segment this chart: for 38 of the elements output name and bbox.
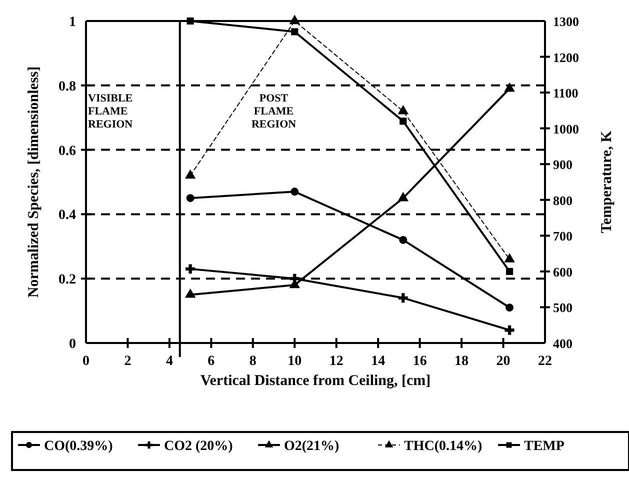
legend-label: O2(21%): [284, 439, 340, 454]
x-tick-label: 14: [371, 354, 386, 369]
y-tick-label: 0.6: [58, 144, 76, 159]
x-tick-label: 16: [412, 354, 427, 369]
y2-tick-label: 400: [553, 336, 572, 351]
x-tick-label: 4: [166, 354, 173, 369]
y2-axis-title: Temperature, K: [599, 130, 615, 234]
y-tick-label: 0: [69, 337, 76, 352]
annotation: POST FLAME REGION: [251, 92, 296, 130]
x-tick-label: 8: [249, 354, 256, 369]
x-tick-label: 20: [496, 354, 510, 369]
y2-tick-label: 1300: [553, 14, 579, 29]
x-tick-label: 22: [538, 354, 552, 369]
y2-tick-label: 900: [553, 157, 572, 172]
y2-tick-label: 600: [553, 264, 572, 280]
x-tick-label: 10: [288, 354, 302, 369]
x-tick-label: 18: [454, 354, 469, 369]
y-tick-label: 0.4: [58, 208, 76, 224]
legend-label: THC(0.14%): [404, 439, 482, 454]
y-tick-label: 0.8: [58, 79, 76, 94]
y2-tick-label: 1100: [553, 86, 578, 101]
y2-tick-label: 700: [553, 228, 572, 244]
x-tick-label: 2: [124, 354, 132, 369]
legend-label: CO(0.39%): [44, 439, 114, 454]
legend-label: TEMP: [524, 439, 565, 454]
x-tick-label: 12: [329, 354, 344, 369]
x-tick-label: 6: [208, 354, 215, 369]
y2-tick-label: 1000: [553, 121, 579, 136]
y-tick-label: 1: [69, 15, 76, 30]
y-tick-label: 0.2: [58, 272, 76, 288]
x-axis-title: Vertical Distance from Ceiling, [cm]: [200, 373, 431, 389]
y2-tick-label: 800: [553, 192, 572, 208]
legend-label: CO2 (20%): [164, 439, 234, 454]
y-axis-title: Normalized Species, [dimensionless]: [26, 66, 42, 298]
x-tick-label: 0: [82, 354, 90, 369]
y2-tick-label: 500: [553, 300, 572, 316]
annotation: VISIBLE FLAME REGION: [88, 92, 133, 130]
y2-tick-label: 1200: [553, 50, 579, 65]
